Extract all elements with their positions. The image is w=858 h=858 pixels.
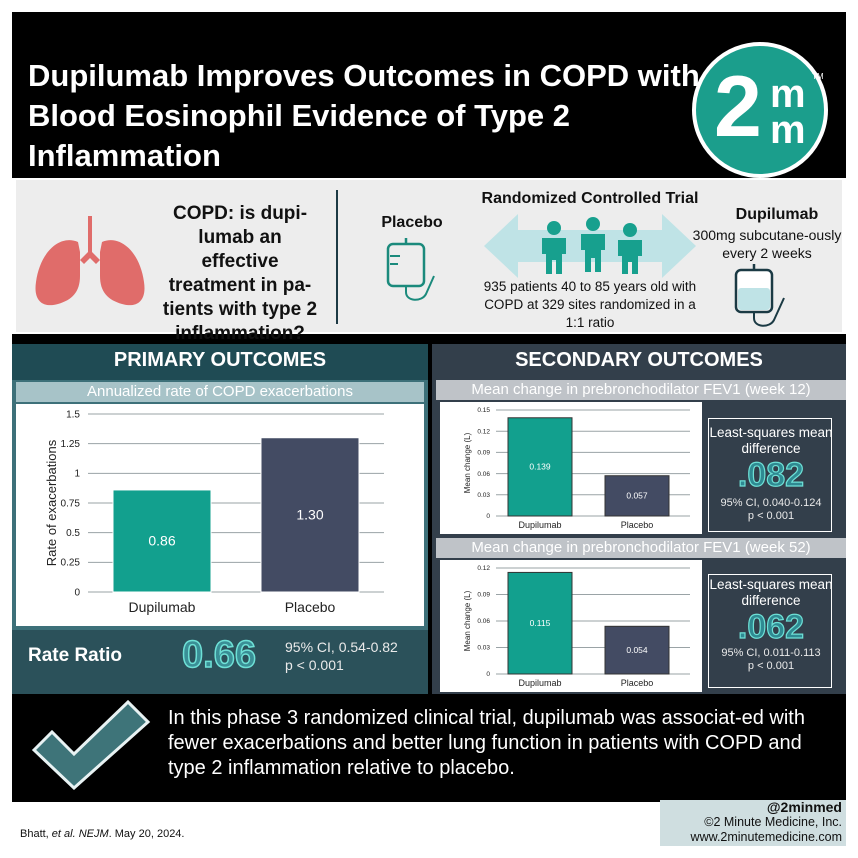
rate-ratio-label: Rate Ratio — [28, 645, 122, 666]
patients-icon — [542, 217, 642, 274]
credits-box — [660, 800, 846, 846]
week12-ci: 95% CI, 0.040-0.124 — [720, 497, 822, 509]
rate-ratio-stats: 95% CI, 0.54-0.82 p < 0.001 — [285, 638, 398, 674]
bar — [112, 489, 212, 593]
y-tick-label: 0.03 — [477, 645, 490, 652]
week52-p: p < 0.001 — [747, 660, 795, 672]
x-category-label: Placebo — [621, 678, 654, 688]
y-tick-label: 0 — [486, 513, 490, 520]
dupilumab-iv-bag-icon — [734, 264, 785, 327]
y-tick-label: 0.12 — [477, 428, 490, 435]
y-tick-label: 1.25 — [61, 439, 81, 450]
bar — [604, 625, 670, 675]
rate-ratio-ci: 95% CI, 0.54-0.82 — [285, 639, 398, 655]
week12-ls-title: Least-squares mean difference — [709, 425, 833, 456]
week52-ci: 95% CI, 0.011-0.113 — [721, 647, 821, 659]
y-tick-label: 1.5 — [66, 409, 80, 420]
y-axis-label: Mean change (L) — [463, 590, 472, 651]
y-axis-label: Rate of exacerbations — [44, 439, 59, 566]
x-category-label: Placebo — [285, 599, 336, 615]
credits-copyright: ©2 Minute Medicine, Inc. — [704, 815, 842, 829]
y-tick-label: 0.5 — [66, 528, 80, 539]
y-tick-label: 0.15 — [477, 407, 490, 414]
rate-ratio-p: p < 0.001 — [285, 657, 344, 673]
title-bar — [12, 52, 702, 170]
citation: Bhatt, et al. NEJM. May 20, 2024. — [20, 828, 184, 840]
citation-etal: et al. NEJM — [51, 828, 109, 840]
x-category-label: Dupilumab — [518, 678, 561, 688]
primary-outcomes-header — [12, 344, 428, 380]
primary-subheading: Annualized rate of COPD exacerbations — [87, 383, 353, 400]
week52-subheading: Mean change in prebronchodilator FEV1 (w… — [471, 539, 811, 556]
week52-subheading-bar — [436, 538, 846, 558]
bar-value-label: 0.115 — [530, 618, 551, 628]
credits: @2minmed ©2 Minute Medicine, Inc. www.2m… — [660, 800, 842, 845]
week12-p: p < 0.001 — [747, 510, 795, 522]
conclusion-text: In this phase 3 randomized clinical tria… — [168, 707, 805, 779]
y-axis-label: Mean change (L) — [463, 432, 472, 493]
week12-ls-box: Least-squares mean difference .082 95% C… — [708, 418, 833, 532]
fev1-week12-chart: 0 0.03 0.06 0.09 0.12 0.15 Mean change (L) 0.13… — [440, 402, 702, 534]
week12-subheading-bar — [436, 380, 846, 400]
bar — [604, 475, 670, 517]
bar-value-label: 0.057 — [626, 491, 648, 501]
bar-value-label: 0.139 — [529, 462, 551, 472]
secondary-outcomes-heading: SECONDARY OUTCOMES — [515, 349, 763, 371]
y-tick-label: 0 — [486, 671, 490, 678]
y-tick-label: 0.03 — [477, 492, 490, 499]
logo-m-top: m — [770, 72, 806, 116]
band-divider — [336, 190, 338, 324]
week52-ls-value: .062 — [737, 608, 805, 646]
bar-value-label: 0.86 — [148, 533, 175, 549]
y-tick-label: 0.09 — [477, 450, 490, 457]
research-question: COPD: is dupi-lumab an effective treatme… — [162, 203, 318, 344]
primary-subheading-bar — [16, 382, 424, 402]
logo-digit: 2 — [714, 59, 762, 155]
dupilumab-dose: 300mg subcutane-ously every 2 weeks — [692, 227, 842, 261]
week52-ls-box: Least-squares mean difference .062 95% C… — [708, 574, 833, 688]
credits-url[interactable]: www.2minutemedicine.com — [690, 830, 842, 844]
y-tick-label: 0.25 — [61, 558, 81, 569]
y-tick-label: 0.09 — [477, 592, 490, 599]
y-tick-label: 1 — [74, 469, 80, 480]
fev1-week52-chart: 0 0.03 0.06 0.09 0.12 Mean change (L) 0.115 Dup… — [440, 560, 702, 692]
y-tick-label: 0.06 — [477, 471, 490, 478]
lungs-icon — [35, 216, 145, 306]
trial-title: Randomized Controlled Trial — [481, 190, 699, 207]
bar — [507, 571, 573, 675]
y-tick-label: 0 — [74, 587, 80, 598]
bar — [507, 417, 573, 517]
conclusion-bar — [52, 698, 842, 802]
bar — [260, 437, 360, 593]
credits-handle: @2minmed — [766, 799, 842, 815]
logo-m-bottom: m — [770, 108, 806, 152]
citation-author: Bhatt, — [20, 828, 52, 840]
y-tick-label: 0.12 — [477, 565, 490, 572]
dupilumab-label: Dupilumab — [735, 206, 819, 223]
week12-ls-value: .082 — [737, 456, 805, 494]
week52-ls-title: Least-squares mean difference — [709, 577, 833, 608]
trial-population: 935 patients 40 to 85 years old with COP… — [483, 279, 697, 330]
rate-ratio-bar — [12, 630, 428, 694]
citation-date: . May 20, 2024. — [108, 828, 185, 840]
x-category-label: Dupilumab — [518, 520, 561, 530]
y-tick-label: 0.06 — [477, 618, 490, 625]
rate-ratio-value: 0.66 — [181, 633, 256, 677]
bar-value-label: 0.054 — [626, 645, 648, 655]
checkmark-icon — [31, 700, 151, 790]
week12-subheading: Mean change in prebronchodilator FEV1 (w… — [471, 381, 811, 398]
placebo-iv-bag-icon — [386, 238, 435, 301]
exacerbation-chart: 0 0.25 0.5 0.75 1 1.25 1.5 Rate of exacerbation… — [16, 404, 424, 626]
logo-trademark: TM — [812, 72, 824, 81]
bar-value-label: 1.30 — [296, 507, 323, 523]
placebo-label: Placebo — [381, 214, 443, 231]
trial-band-inner — [16, 180, 842, 332]
logo — [692, 42, 828, 178]
page-title: Dupilumab Improves Outcomes in COPD with… — [28, 58, 700, 173]
primary-outcomes-heading: PRIMARY OUTCOMES — [113, 349, 327, 371]
x-category-label: Dupilumab — [129, 599, 196, 615]
x-category-label: Placebo — [621, 520, 654, 530]
y-tick-label: 0.75 — [61, 498, 81, 509]
